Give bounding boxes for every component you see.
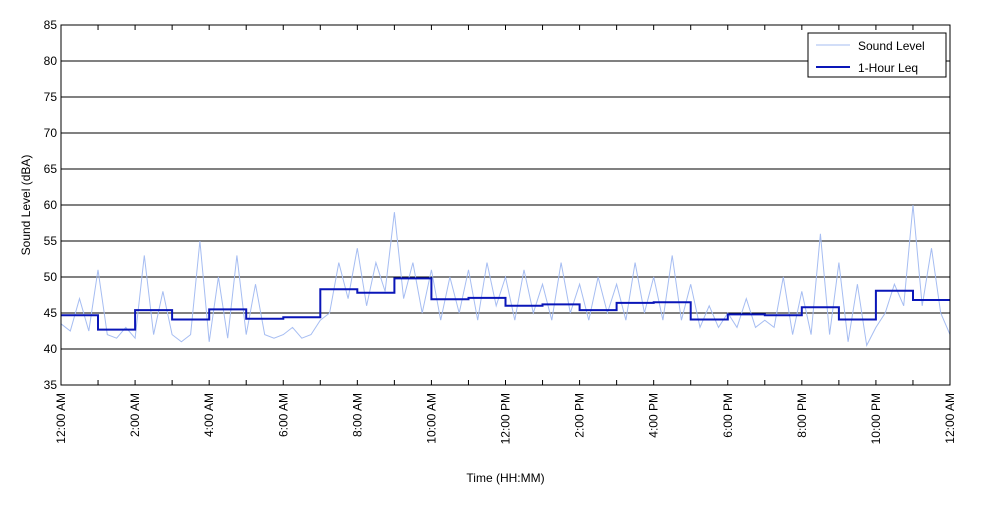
y-tick-label: 55 <box>44 234 58 248</box>
legend: Sound Level 1-Hour Leq <box>807 32 947 78</box>
grid-lines <box>61 24 950 386</box>
x-tick-label: 2:00 AM <box>128 393 142 437</box>
x-axis-label: Time (HH:MM) <box>466 471 544 485</box>
x-tick-label: 2:00 PM <box>573 393 587 438</box>
y-tick-label: 50 <box>44 270 58 284</box>
x-tick-label: 4:00 PM <box>647 393 661 438</box>
legend-label: 1-Hour Leq <box>858 61 918 75</box>
y-axis-label: Sound Level (dBA) <box>19 155 33 256</box>
y-tick-label: 45 <box>44 306 58 320</box>
x-tick-label: 12:00 PM <box>499 393 513 444</box>
y-tick-label: 70 <box>44 126 58 140</box>
x-tick-label: 8:00 AM <box>350 393 364 437</box>
y-tick-label: 65 <box>44 162 58 176</box>
x-axis-ticks: 12:00 AM 2:00 AM 4:00 AM 6:00 AM 8:00 AM 10:0… <box>54 25 957 444</box>
y-tick-label: 35 <box>44 378 58 392</box>
legend-label: Sound Level <box>858 39 925 53</box>
x-tick-label: 12:00 AM <box>54 393 68 444</box>
series-layer <box>60 204 951 348</box>
x-tick-label: 10:00 PM <box>869 393 883 444</box>
y-tick-label: 40 <box>44 342 58 356</box>
x-tick-label: 12:00 AM <box>943 393 957 444</box>
x-tick-label: 4:00 AM <box>202 393 216 437</box>
series-line-sound-level <box>60 204 951 348</box>
series-line-leq <box>61 277 950 331</box>
legend-box <box>807 32 947 78</box>
y-tick-label: 60 <box>44 198 58 212</box>
y-tick-label: 80 <box>44 54 58 68</box>
y-tick-label: 85 <box>44 18 58 32</box>
y-tick-label: 75 <box>44 90 58 104</box>
x-tick-label: 6:00 AM <box>276 393 290 437</box>
x-tick-label: 10:00 AM <box>424 393 438 444</box>
y-axis-ticks: 35 40 45 50 55 60 65 70 75 80 85 <box>44 18 58 392</box>
x-tick-label: 8:00 PM <box>795 393 809 438</box>
x-tick-label: 6:00 PM <box>721 393 735 438</box>
